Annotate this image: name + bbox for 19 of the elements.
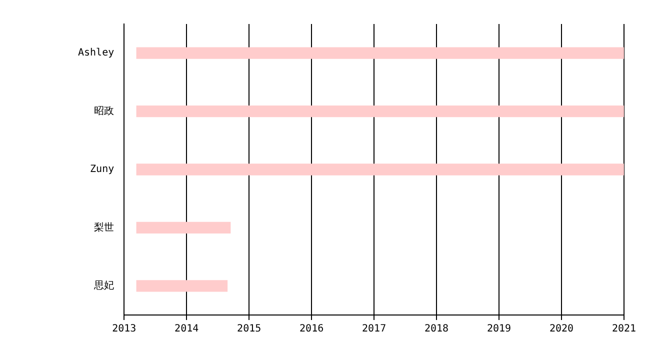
bar <box>136 105 624 118</box>
x-tick-label: 2013 <box>112 324 136 335</box>
x-tick-label: 2016 <box>300 324 324 335</box>
x-tick-label: 2018 <box>424 324 449 335</box>
y-tick-label: Ashley <box>78 48 114 59</box>
bar <box>136 164 624 176</box>
y-tick-label: 梨世 <box>94 221 114 234</box>
bar <box>136 222 231 234</box>
x-tick-label: 2021 <box>612 324 636 335</box>
bar <box>136 280 228 292</box>
x-tick-label: 2015 <box>237 324 262 335</box>
x-tick-label: 2020 <box>549 324 574 335</box>
x-tick-label: 2019 <box>486 324 512 335</box>
y-tick-label: 思妃 <box>93 280 114 292</box>
y-tick-label: 昭政 <box>94 106 114 117</box>
y-tick-label: Zuny <box>90 164 114 176</box>
x-tick-label: 2014 <box>174 324 199 335</box>
x-tick-label: 2017 <box>362 324 386 335</box>
bar <box>136 47 624 59</box>
